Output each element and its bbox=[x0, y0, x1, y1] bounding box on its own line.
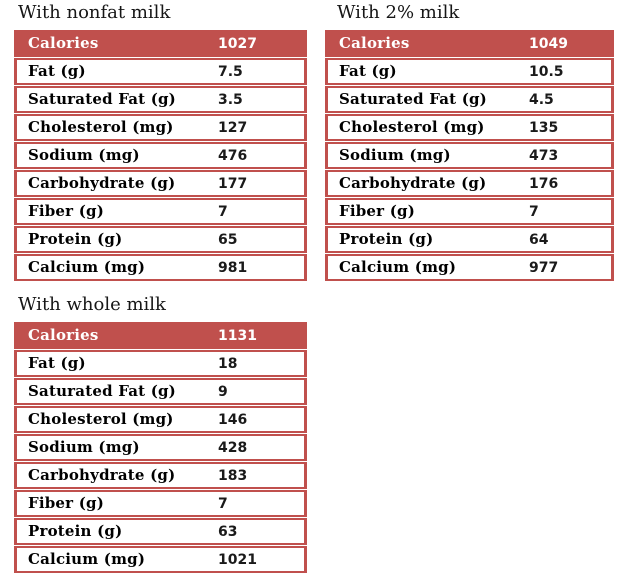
nutrient-label-cell: Sodium (mg) bbox=[14, 142, 218, 169]
nutrient-value-cell: 977 bbox=[529, 254, 614, 281]
nutrient-value-cell: 3.5 bbox=[218, 86, 307, 113]
nutrient-label-cell: Protein (g) bbox=[14, 226, 218, 253]
table-row: Carbohydrate (g) 177 bbox=[14, 170, 307, 197]
nutrient-value-cell: 1049 bbox=[529, 30, 614, 57]
nutrient-value-cell: 7 bbox=[529, 198, 614, 225]
nutrient-value-cell: 473 bbox=[529, 142, 614, 169]
nutrient-value-cell: 127 bbox=[218, 114, 307, 141]
table-row: Cholesterol (mg) 127 bbox=[14, 114, 307, 141]
nutrient-label-cell: Fiber (g) bbox=[14, 490, 218, 517]
nutrient-value-cell: 18 bbox=[218, 350, 307, 377]
table-row: Saturated Fat (g) 3.5 bbox=[14, 86, 307, 113]
nutrient-label-cell: Calcium (mg) bbox=[14, 546, 218, 573]
nutrient-value-cell: 135 bbox=[529, 114, 614, 141]
nutrient-value-cell: 428 bbox=[218, 434, 307, 461]
nutrient-label-cell: Fiber (g) bbox=[325, 198, 529, 225]
nutrient-label-cell: Calcium (mg) bbox=[325, 254, 529, 281]
nutrient-value-cell: 146 bbox=[218, 406, 307, 433]
table-row: Fiber (g) 7 bbox=[14, 198, 307, 225]
table-row: Cholesterol (mg) 135 bbox=[325, 114, 614, 141]
nutrient-label-cell: Carbohydrate (g) bbox=[14, 170, 218, 197]
table-row: Calcium (mg) 977 bbox=[325, 254, 614, 281]
nutrient-label-cell: Fat (g) bbox=[14, 58, 218, 85]
table-row: Calcium (mg) 981 bbox=[14, 254, 307, 281]
nutrition-table-nonfat-milk: Calories 1027 Fat (g) 7.5 Saturated Fat … bbox=[14, 29, 307, 282]
table-title-nonfat-milk: With nonfat milk bbox=[18, 2, 171, 23]
nutrition-table-whole-milk: Calories 1131 Fat (g) 18 Saturated Fat (… bbox=[14, 321, 307, 574]
table-row: Saturated Fat (g) 9 bbox=[14, 378, 307, 405]
table-row: Fat (g) 10.5 bbox=[325, 58, 614, 85]
table-row: Carbohydrate (g) 176 bbox=[325, 170, 614, 197]
nutrient-label-cell: Saturated Fat (g) bbox=[14, 86, 218, 113]
nutrient-label-cell: Saturated Fat (g) bbox=[14, 378, 218, 405]
nutrient-label-cell: Fiber (g) bbox=[14, 198, 218, 225]
nutrient-value-cell: 10.5 bbox=[529, 58, 614, 85]
nutrient-value-cell: 476 bbox=[218, 142, 307, 169]
nutrient-value-cell: 1131 bbox=[218, 322, 307, 349]
table-row: Protein (g) 64 bbox=[325, 226, 614, 253]
table-title-2pct-milk: With 2% milk bbox=[337, 2, 460, 23]
nutrition-table-2pct-milk: Calories 1049 Fat (g) 10.5 Saturated Fat… bbox=[325, 29, 614, 282]
nutrient-label-cell: Cholesterol (mg) bbox=[14, 406, 218, 433]
table-title-whole-milk: With whole milk bbox=[18, 294, 166, 315]
table-header-row: Calories 1131 bbox=[14, 322, 307, 349]
nutrient-label-cell: Sodium (mg) bbox=[325, 142, 529, 169]
nutrient-value-cell: 64 bbox=[529, 226, 614, 253]
table-row: Fat (g) 7.5 bbox=[14, 58, 307, 85]
nutrient-value-cell: 183 bbox=[218, 462, 307, 489]
nutrient-value-cell: 176 bbox=[529, 170, 614, 197]
nutrient-label-cell: Saturated Fat (g) bbox=[325, 86, 529, 113]
nutrient-value-cell: 177 bbox=[218, 170, 307, 197]
nutrient-label-cell: Calories bbox=[325, 30, 529, 57]
table-row: Fiber (g) 7 bbox=[14, 490, 307, 517]
table-row: Sodium (mg) 473 bbox=[325, 142, 614, 169]
table-header-row: Calories 1027 bbox=[14, 30, 307, 57]
nutrient-label-cell: Sodium (mg) bbox=[14, 434, 218, 461]
nutrient-label-cell: Cholesterol (mg) bbox=[14, 114, 218, 141]
table-row: Protein (g) 63 bbox=[14, 518, 307, 545]
nutrient-label-cell: Protein (g) bbox=[325, 226, 529, 253]
nutrient-value-cell: 7.5 bbox=[218, 58, 307, 85]
nutrient-label-cell: Calcium (mg) bbox=[14, 254, 218, 281]
table-row: Carbohydrate (g) 183 bbox=[14, 462, 307, 489]
nutrient-value-cell: 7 bbox=[218, 490, 307, 517]
nutrient-value-cell: 63 bbox=[218, 518, 307, 545]
table-row: Sodium (mg) 476 bbox=[14, 142, 307, 169]
table-row: Sodium (mg) 428 bbox=[14, 434, 307, 461]
table-row: Saturated Fat (g) 4.5 bbox=[325, 86, 614, 113]
table-row: Fiber (g) 7 bbox=[325, 198, 614, 225]
table-row: Cholesterol (mg) 146 bbox=[14, 406, 307, 433]
nutrient-label-cell: Carbohydrate (g) bbox=[14, 462, 218, 489]
table-row: Fat (g) 18 bbox=[14, 350, 307, 377]
nutrient-label-cell: Calories bbox=[14, 30, 218, 57]
nutrient-value-cell: 9 bbox=[218, 378, 307, 405]
table-row: Calcium (mg) 1021 bbox=[14, 546, 307, 573]
nutrient-value-cell: 1027 bbox=[218, 30, 307, 57]
nutrient-label-cell: Carbohydrate (g) bbox=[325, 170, 529, 197]
nutrient-value-cell: 7 bbox=[218, 198, 307, 225]
nutrient-label-cell: Cholesterol (mg) bbox=[325, 114, 529, 141]
nutrient-label-cell: Fat (g) bbox=[14, 350, 218, 377]
nutrient-label-cell: Calories bbox=[14, 322, 218, 349]
nutrition-block-2pct-milk: With 2% milk Calories 1049 Fat (g) 10.5 … bbox=[325, 2, 614, 282]
nutrient-value-cell: 65 bbox=[218, 226, 307, 253]
nutrient-label-cell: Fat (g) bbox=[325, 58, 529, 85]
nutrition-block-whole-milk: With whole milk Calories 1131 Fat (g) 18… bbox=[14, 294, 307, 574]
nutrient-label-cell: Protein (g) bbox=[14, 518, 218, 545]
table-header-row: Calories 1049 bbox=[325, 30, 614, 57]
nutrient-value-cell: 4.5 bbox=[529, 86, 614, 113]
nutrition-block-nonfat-milk: With nonfat milk Calories 1027 Fat (g) 7… bbox=[14, 2, 307, 282]
nutrient-value-cell: 1021 bbox=[218, 546, 307, 573]
table-row: Protein (g) 65 bbox=[14, 226, 307, 253]
nutrient-value-cell: 981 bbox=[218, 254, 307, 281]
